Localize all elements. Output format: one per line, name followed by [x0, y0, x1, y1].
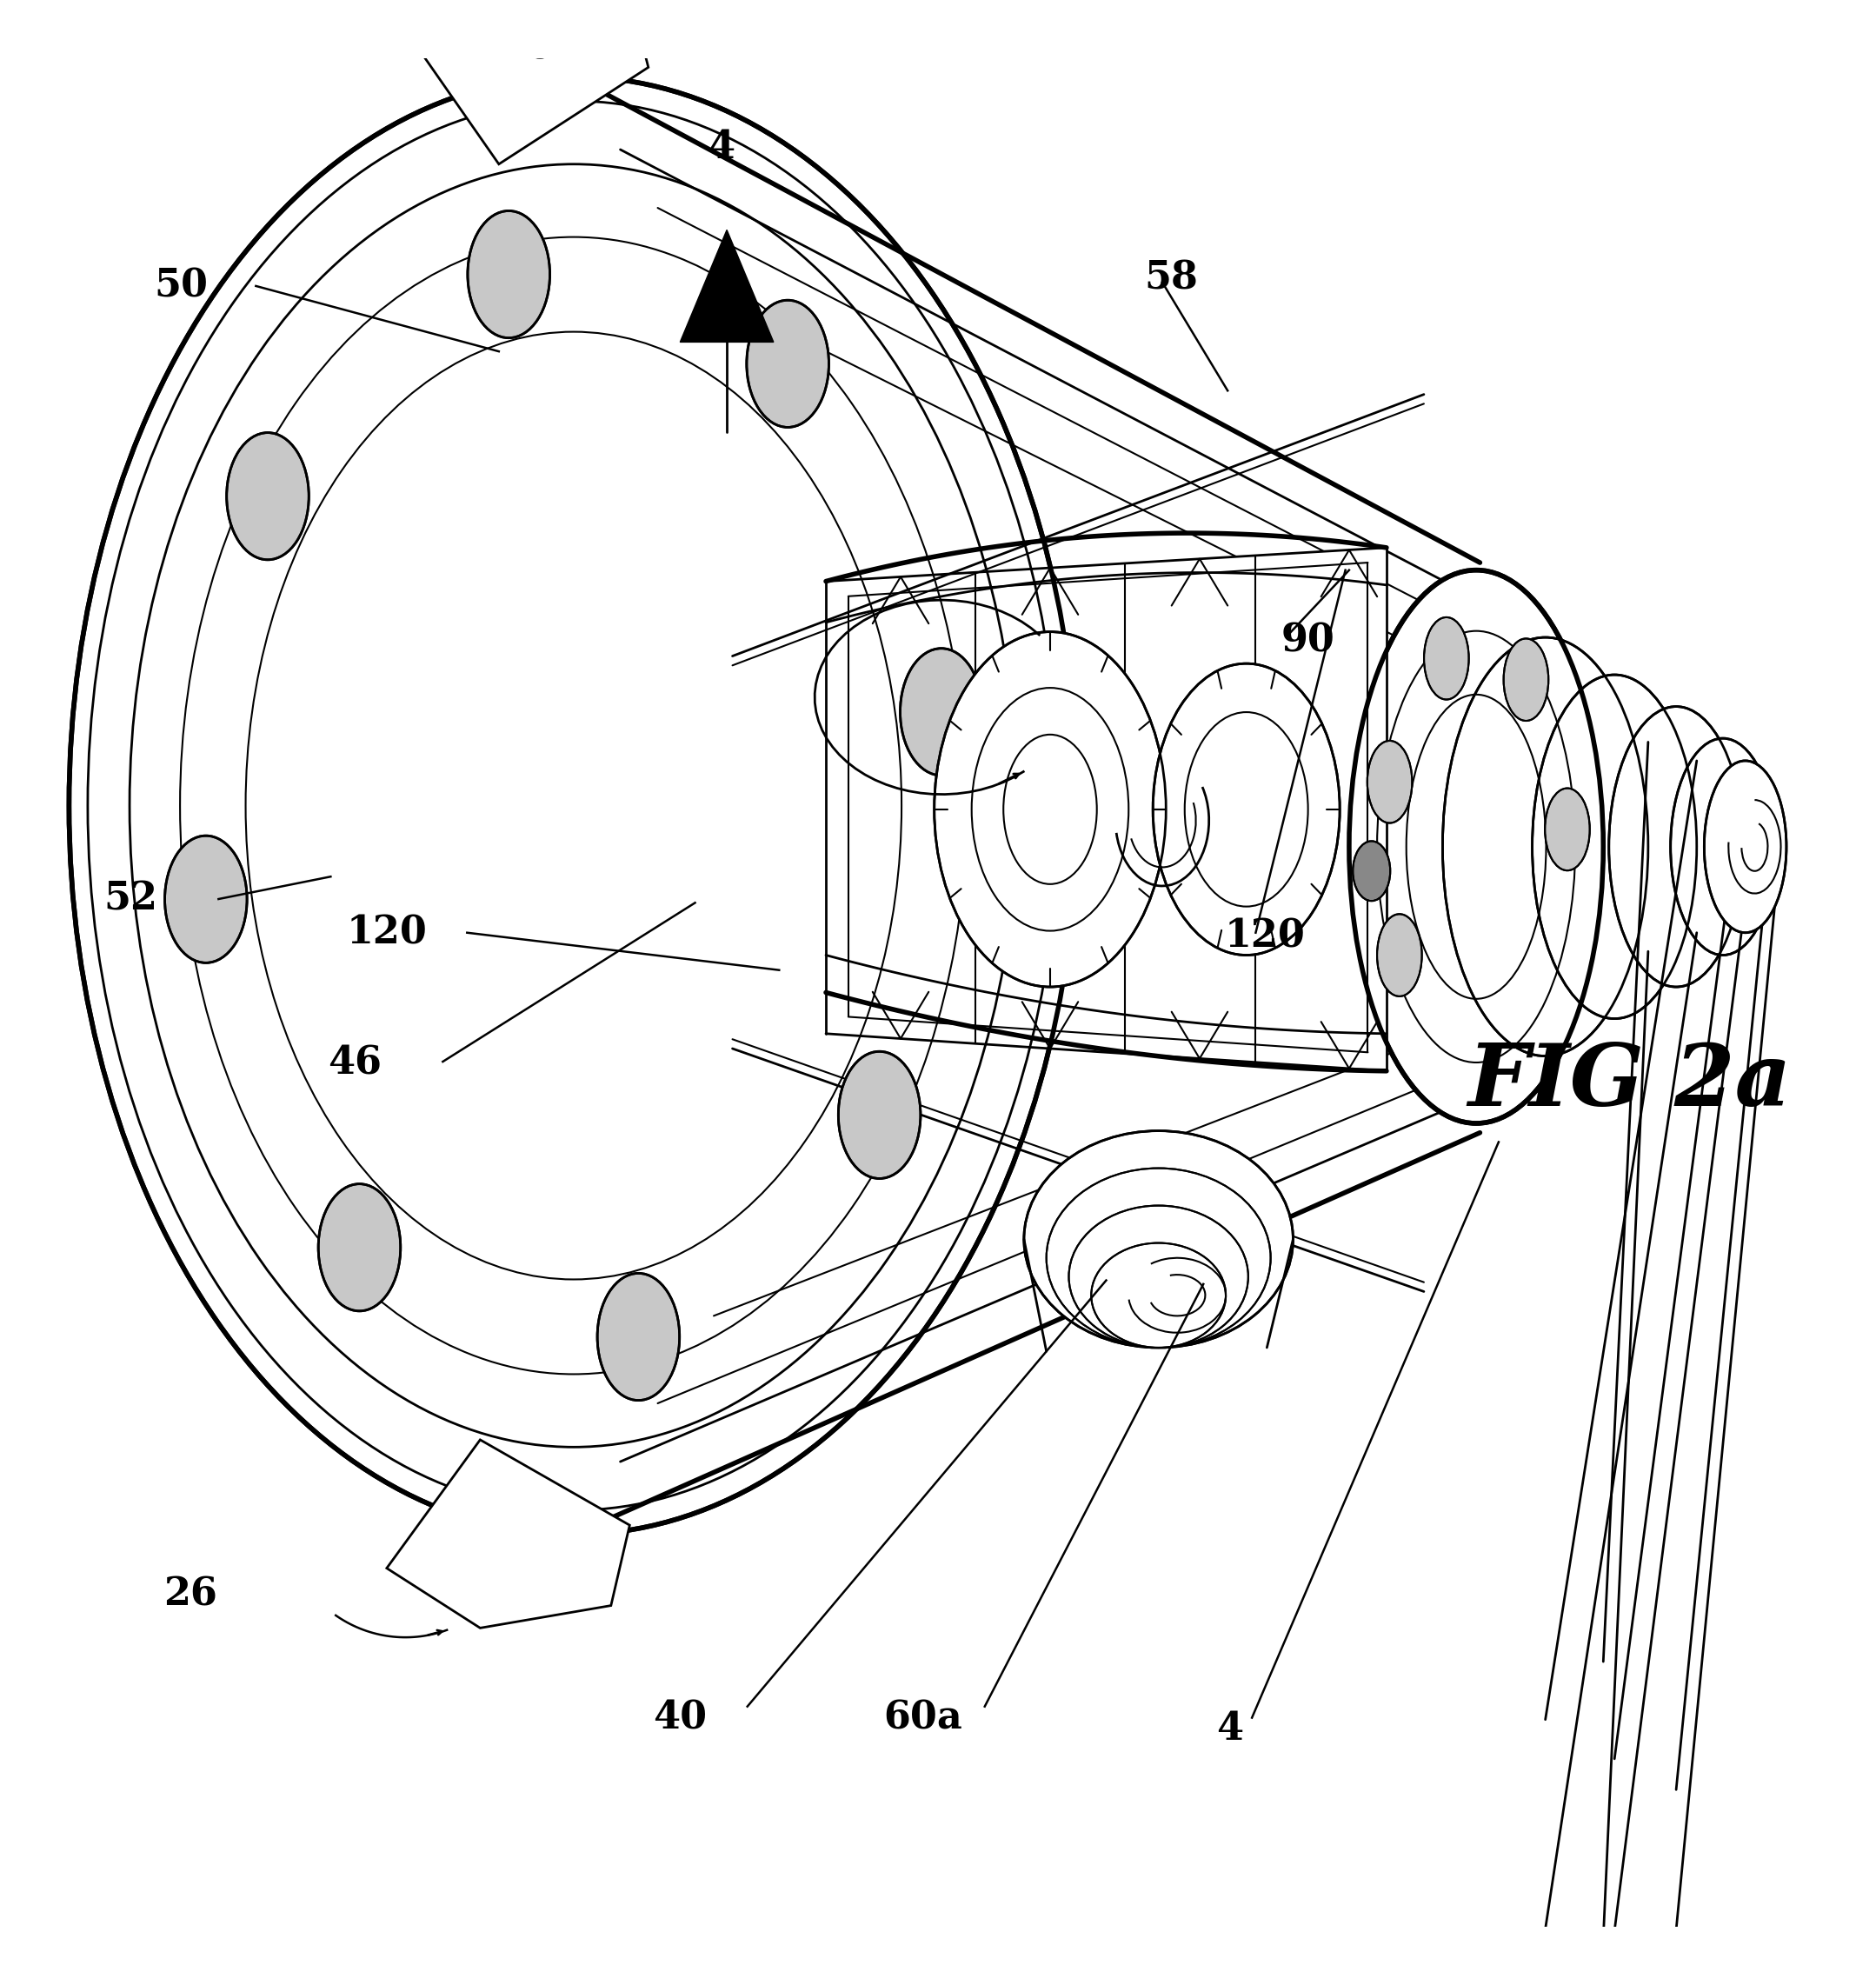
Text: 26: 26: [163, 1576, 218, 1614]
Ellipse shape: [1154, 663, 1339, 955]
Ellipse shape: [1377, 913, 1422, 996]
Ellipse shape: [319, 1183, 401, 1310]
Polygon shape: [386, 1439, 630, 1628]
Text: 46: 46: [328, 1044, 383, 1082]
Ellipse shape: [165, 836, 248, 963]
Ellipse shape: [467, 210, 550, 337]
Text: 90: 90: [1281, 623, 1336, 659]
Ellipse shape: [227, 433, 310, 560]
Ellipse shape: [1670, 738, 1775, 955]
Ellipse shape: [1092, 1243, 1225, 1348]
Ellipse shape: [1368, 740, 1413, 824]
Ellipse shape: [1546, 788, 1589, 871]
Polygon shape: [681, 230, 773, 341]
Ellipse shape: [518, 2, 563, 58]
Ellipse shape: [597, 1272, 679, 1399]
Ellipse shape: [1443, 637, 1649, 1056]
Ellipse shape: [747, 300, 829, 427]
Text: 120: 120: [1225, 917, 1306, 955]
Ellipse shape: [900, 649, 983, 776]
Ellipse shape: [1069, 1205, 1248, 1348]
Text: 4: 4: [1216, 1711, 1244, 1747]
Ellipse shape: [1703, 760, 1786, 933]
Ellipse shape: [69, 77, 1079, 1534]
Polygon shape: [405, 0, 649, 165]
Ellipse shape: [1424, 617, 1469, 699]
Ellipse shape: [1353, 842, 1390, 901]
Ellipse shape: [1047, 1169, 1270, 1348]
Text: 60a: 60a: [884, 1699, 962, 1737]
Ellipse shape: [1533, 675, 1696, 1018]
Text: 50: 50: [154, 268, 208, 304]
Text: 52: 52: [103, 881, 158, 917]
Text: FIG 2a: FIG 2a: [1467, 1040, 1792, 1124]
Ellipse shape: [1024, 1131, 1293, 1348]
Text: 40: 40: [653, 1699, 707, 1737]
Text: 58: 58: [1144, 260, 1199, 298]
Ellipse shape: [934, 631, 1167, 987]
Text: 4: 4: [707, 129, 735, 167]
Ellipse shape: [1349, 570, 1604, 1124]
Ellipse shape: [1610, 707, 1743, 987]
Polygon shape: [825, 548, 1386, 1072]
Ellipse shape: [839, 1052, 921, 1179]
Text: 120: 120: [347, 913, 428, 951]
Ellipse shape: [1503, 639, 1548, 721]
